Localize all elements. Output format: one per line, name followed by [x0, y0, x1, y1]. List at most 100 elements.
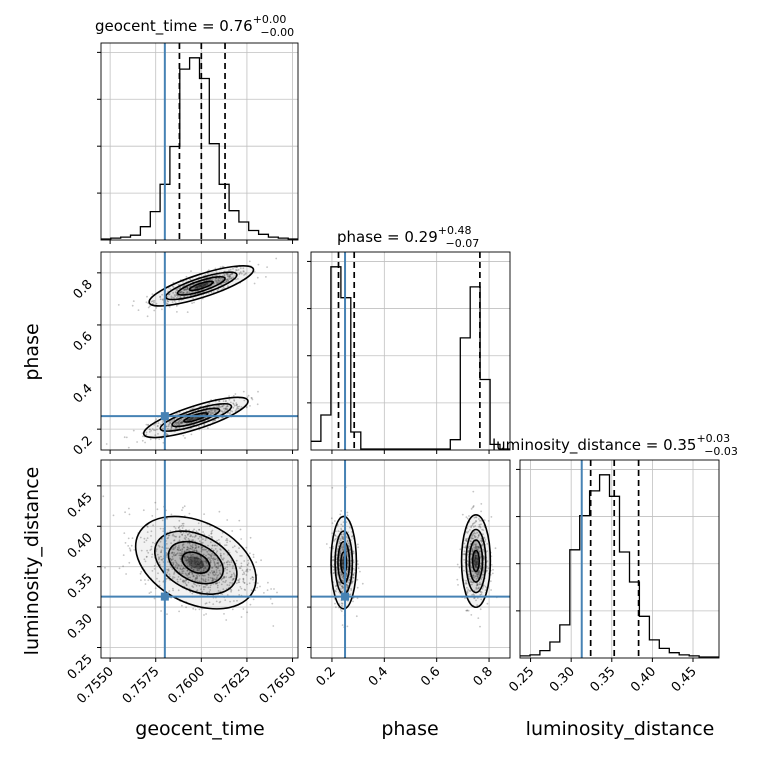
tick-label-x: 0.30	[547, 664, 578, 695]
sample-point	[234, 393, 237, 395]
sample-point	[188, 549, 190, 551]
sample-point	[197, 522, 200, 525]
sample-point	[173, 294, 176, 296]
sample-point	[182, 580, 185, 583]
sample-point	[200, 588, 202, 591]
sample-point	[188, 573, 191, 576]
sample-point	[219, 548, 222, 551]
tick-label-x: 0.35	[588, 664, 619, 695]
sample-point	[127, 507, 130, 510]
sample-point	[183, 580, 186, 583]
sample-point	[200, 542, 203, 544]
sample-point	[227, 285, 229, 288]
sample-point	[190, 545, 193, 548]
sample-point	[183, 546, 186, 549]
sample-point	[165, 425, 168, 428]
sample-point	[180, 421, 182, 424]
sample-point	[190, 534, 192, 536]
hist-bin	[311, 441, 321, 449]
sample-point	[483, 519, 486, 521]
sample-point	[156, 508, 159, 511]
sample-point	[153, 565, 156, 567]
sample-point	[217, 404, 220, 407]
sample-point	[361, 582, 364, 585]
hist-bin	[620, 552, 630, 657]
sample-point	[331, 522, 334, 525]
sample-point	[240, 406, 243, 408]
sample-point	[172, 563, 175, 565]
sample-point	[190, 564, 193, 567]
sample-point	[325, 543, 328, 545]
sample-point	[143, 537, 146, 540]
sample-point	[185, 275, 188, 278]
sample-point	[171, 568, 174, 570]
sample-point	[235, 404, 238, 406]
sample-point	[207, 579, 210, 581]
sample-point	[221, 558, 224, 560]
sample-point	[185, 560, 188, 562]
sample-point	[176, 548, 179, 551]
sample-point	[215, 582, 218, 585]
sample-point	[190, 567, 193, 570]
sample-point	[240, 538, 243, 540]
sample-point	[189, 571, 192, 573]
sample-point	[187, 573, 190, 575]
sample-point	[168, 575, 171, 578]
sample-point	[204, 580, 207, 582]
sample-point	[161, 559, 164, 561]
sample-point	[225, 280, 228, 283]
sample-point	[203, 565, 206, 568]
sample-point	[252, 553, 255, 556]
sample-point	[192, 569, 195, 571]
sample-point	[228, 274, 231, 276]
sample-point	[210, 555, 213, 558]
sample-point	[195, 561, 198, 563]
sample-point	[178, 411, 181, 414]
sample-point	[243, 588, 246, 591]
sample-point	[331, 532, 334, 535]
sample-point	[180, 564, 183, 567]
sample-point	[167, 534, 170, 537]
sample-point	[190, 408, 192, 411]
sample-point	[214, 548, 217, 550]
sample-point	[229, 570, 231, 573]
sample-point	[165, 547, 168, 550]
sample-point	[194, 561, 197, 564]
sample-point	[243, 571, 245, 574]
sample-point	[220, 555, 222, 558]
sample-point	[222, 557, 225, 560]
sample-point	[178, 299, 181, 302]
sample-point	[176, 562, 178, 565]
sample-point	[202, 284, 205, 286]
sample-point	[211, 557, 214, 560]
sample-point	[194, 559, 196, 561]
sample-point	[340, 610, 343, 613]
sample-point	[146, 295, 148, 298]
sample-point	[204, 283, 207, 286]
sample-point	[210, 291, 213, 294]
sample-point	[249, 568, 252, 571]
hist-bin	[600, 475, 610, 657]
sample-point	[216, 586, 219, 589]
sample-point	[176, 421, 179, 424]
sample-point	[217, 563, 220, 565]
sample-point	[188, 564, 191, 567]
sample-point	[198, 584, 201, 587]
sample-point	[215, 552, 218, 554]
sample-point	[178, 422, 181, 425]
sample-point	[145, 555, 148, 558]
sample-point	[245, 574, 248, 576]
sample-point	[220, 284, 223, 286]
sample-point	[127, 446, 130, 449]
sample-point	[183, 295, 185, 298]
sample-point	[183, 537, 186, 540]
sample-point	[237, 278, 239, 280]
sample-point	[213, 544, 216, 547]
sample-point	[169, 558, 172, 560]
sample-point	[181, 533, 184, 536]
sample-point	[195, 584, 198, 587]
title-geocent-time: geocent_time = 0.76+0.00 −0.00	[95, 13, 294, 39]
sample-point	[215, 280, 218, 283]
sample-point	[194, 578, 197, 580]
sample-point	[221, 593, 224, 595]
